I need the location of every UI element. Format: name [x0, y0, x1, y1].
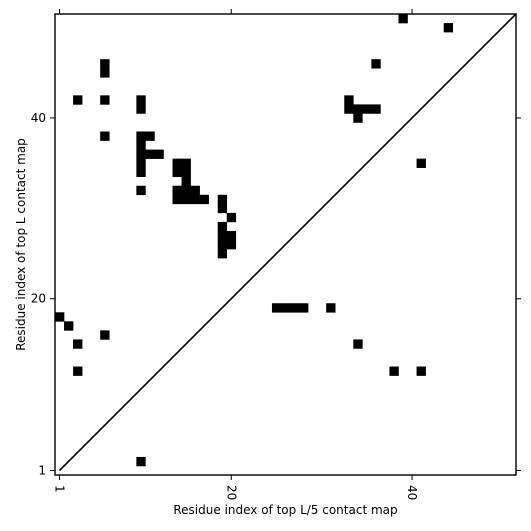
x-axis-label: Residue index of top L/5 contact map — [173, 503, 397, 517]
contact-cell-lower — [64, 321, 74, 331]
contact-cell-lower — [136, 456, 146, 467]
contact-cell-lower — [290, 303, 300, 313]
y-tick-label: 1 — [38, 463, 46, 477]
y-tick-labels: 1 20 40 — [31, 111, 46, 478]
contact-cell-upper — [217, 221, 228, 232]
contact-cell-lower — [271, 303, 282, 313]
contact-cell-upper — [371, 104, 381, 114]
contact-cell-lower — [389, 366, 399, 376]
contact-cell-upper — [136, 158, 146, 168]
contact-cell-upper — [190, 185, 200, 196]
contact-cell-upper — [344, 95, 354, 105]
contact-cell-lower — [55, 312, 65, 322]
contact-cell-upper — [136, 167, 146, 178]
contact-cell-upper — [181, 185, 191, 196]
contact-cell-upper — [353, 104, 363, 114]
contact-cell-upper — [217, 239, 228, 250]
x-tick-label: 1 — [53, 485, 67, 493]
contact-cell-upper — [100, 95, 110, 105]
plot-frame — [54, 13, 517, 476]
contact-cell-upper — [353, 113, 363, 123]
contact-cell-upper — [154, 149, 164, 159]
contact-cell-upper — [145, 149, 155, 159]
x-tick-label: 40 — [405, 485, 419, 500]
contact-cell-lower — [326, 303, 336, 313]
contact-cell-lower — [353, 339, 363, 349]
y-axis-label: Residue index of top L contact map — [14, 138, 28, 351]
contact-cell-upper — [398, 14, 408, 24]
contact-cell-upper — [371, 59, 381, 69]
x-tick-labels: 1 20 40 — [53, 485, 420, 500]
contact-cell-upper — [362, 104, 372, 114]
contact-cell-upper — [226, 239, 237, 250]
contact-cell-upper — [136, 185, 146, 196]
contact-cell-upper — [226, 230, 237, 241]
contact-cell-upper — [136, 131, 146, 141]
contact-cell-upper — [136, 95, 146, 105]
contact-cell-upper — [199, 194, 209, 205]
contact-cell-upper — [172, 167, 182, 178]
contact-cell-upper — [100, 59, 110, 69]
contact-cell-lower — [299, 303, 309, 313]
contact-cell-upper — [100, 131, 110, 141]
contact-cell-upper — [443, 23, 454, 33]
contact-cell-upper — [217, 194, 228, 205]
x-tick-label: 20 — [224, 485, 238, 500]
axis-ticks — [50, 9, 521, 480]
contact-cell-upper — [217, 249, 228, 259]
contact-cell-lower — [280, 303, 291, 313]
contact-cell-lower — [73, 366, 83, 376]
contact-cell-lower — [416, 366, 426, 376]
y-tick-label: 40 — [31, 111, 46, 125]
contact-cell-upper — [217, 230, 228, 241]
contact-cell-upper — [172, 158, 182, 168]
contact-cell-upper — [172, 185, 182, 196]
contact-cell-upper — [181, 158, 191, 168]
contact-cell-upper — [416, 158, 426, 168]
contact-cell-upper — [145, 131, 155, 141]
contact-cell-upper — [181, 194, 191, 205]
contact-cells — [55, 14, 454, 467]
contact-cell-upper — [73, 95, 83, 105]
contact-cell-lower — [73, 339, 83, 349]
contact-cell-upper — [190, 194, 200, 205]
contact-cell-upper — [181, 167, 191, 178]
contact-cell-upper — [181, 176, 191, 187]
contact-cell-upper — [344, 104, 354, 114]
contact-cell-upper — [172, 194, 182, 205]
diagonal-line — [58, 13, 517, 472]
contact-cell-upper — [226, 212, 237, 223]
contact-cell-lower — [100, 330, 110, 340]
contact-cell-upper — [217, 203, 228, 214]
contact-cell-upper — [136, 104, 146, 114]
contact-cell-upper — [136, 140, 146, 150]
y-tick-label: 20 — [31, 292, 46, 306]
contact-cell-upper — [136, 149, 146, 159]
contact-cell-upper — [100, 68, 110, 78]
